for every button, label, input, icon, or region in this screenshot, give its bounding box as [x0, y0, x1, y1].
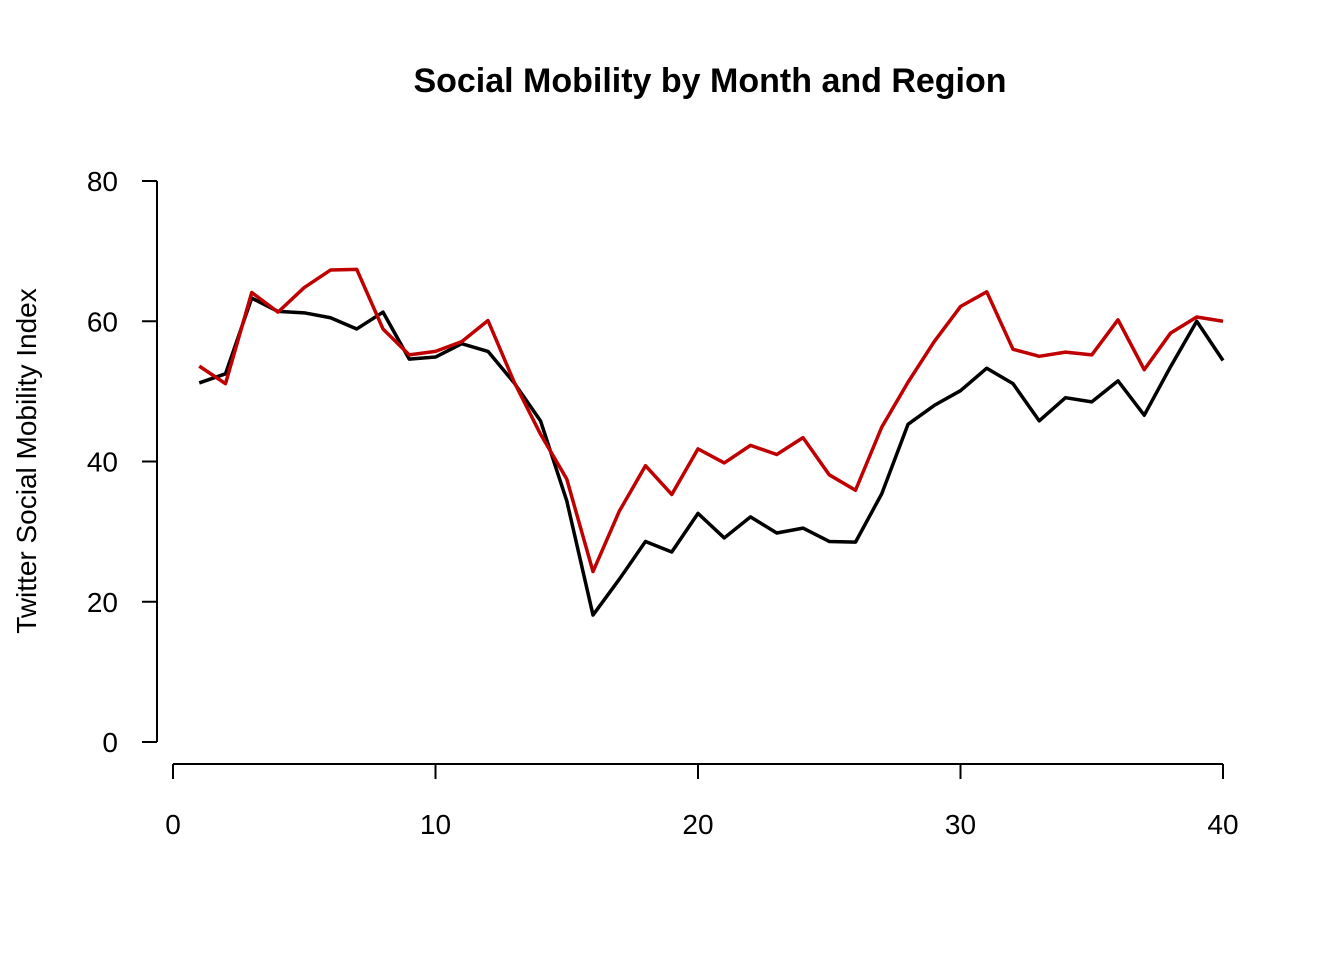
x-tick-label: 20 [682, 809, 713, 840]
x-axis: 0 10 20 30 40 [165, 763, 1239, 840]
series-group [198, 267, 1225, 617]
chart-title: Social Mobility by Month and Region [413, 62, 1006, 100]
y-tick-label: 40 [87, 447, 118, 478]
y-axis: 0 20 40 60 80 [87, 166, 158, 758]
series-line-1 [198, 296, 1225, 617]
y-tick-label: 20 [87, 587, 118, 618]
y-axis-label: Twitter Social Mobility Index [11, 288, 42, 633]
y-tick-label: 60 [87, 306, 118, 337]
x-tick-label: 30 [945, 809, 976, 840]
series-line-2 [198, 267, 1224, 574]
x-tick-label: 40 [1207, 809, 1238, 840]
y-tick-label: 0 [102, 727, 118, 758]
y-tick-label: 80 [87, 166, 118, 197]
x-tick-label: 0 [165, 809, 181, 840]
x-tick-label: 10 [420, 809, 451, 840]
